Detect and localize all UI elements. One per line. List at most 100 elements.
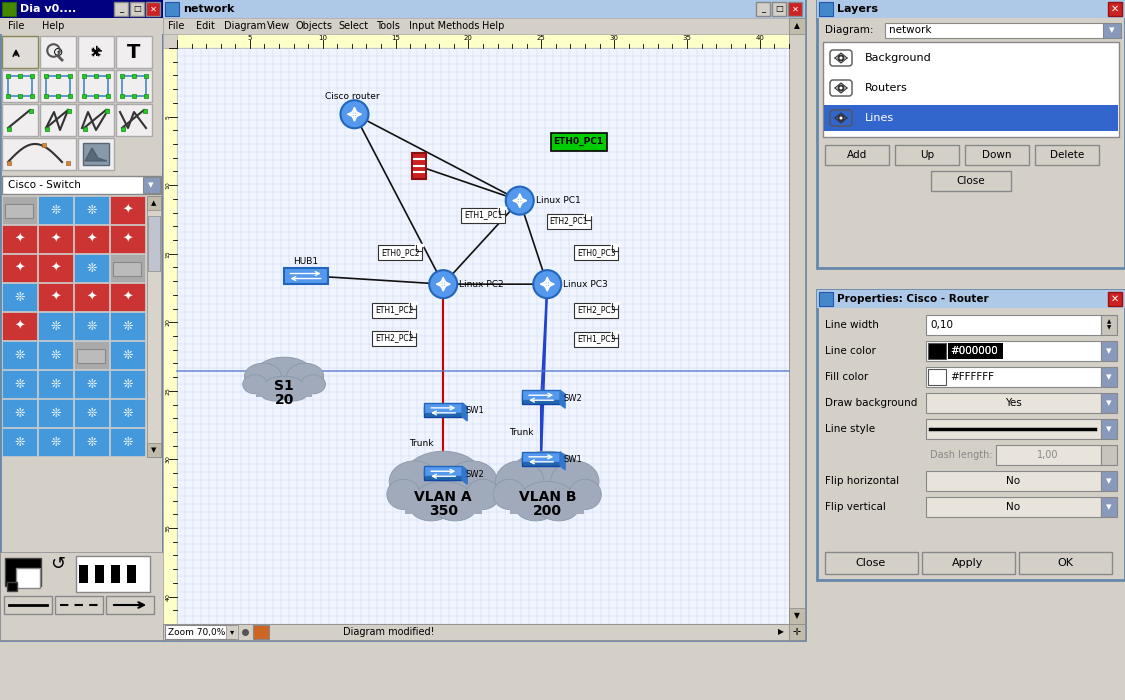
Ellipse shape	[387, 480, 421, 510]
Text: Routers: Routers	[865, 83, 908, 93]
Text: ✦: ✦	[87, 290, 97, 304]
FancyBboxPatch shape	[405, 490, 482, 514]
Text: 20: 20	[274, 393, 294, 407]
FancyBboxPatch shape	[412, 153, 425, 179]
Text: ETH1_PC1: ETH1_PC1	[464, 211, 502, 220]
FancyBboxPatch shape	[18, 74, 22, 78]
FancyBboxPatch shape	[163, 34, 177, 48]
FancyBboxPatch shape	[116, 36, 152, 68]
FancyBboxPatch shape	[522, 456, 560, 466]
FancyBboxPatch shape	[68, 109, 71, 113]
Text: File: File	[8, 21, 25, 31]
Text: ▲: ▲	[1107, 319, 1112, 325]
FancyBboxPatch shape	[74, 428, 109, 456]
Text: Select: Select	[338, 21, 368, 31]
Text: ▾: ▾	[148, 180, 154, 190]
FancyBboxPatch shape	[0, 552, 163, 640]
FancyBboxPatch shape	[4, 558, 40, 586]
Text: ✦: ✦	[51, 232, 61, 246]
Text: ❊: ❊	[51, 435, 61, 449]
FancyBboxPatch shape	[16, 568, 40, 588]
FancyBboxPatch shape	[1101, 471, 1117, 491]
FancyBboxPatch shape	[143, 177, 160, 193]
FancyBboxPatch shape	[110, 399, 145, 427]
FancyBboxPatch shape	[94, 94, 98, 98]
Text: Help: Help	[482, 21, 504, 31]
Text: VLAN A: VLAN A	[414, 489, 472, 503]
Text: HUB1: HUB1	[292, 257, 318, 266]
FancyBboxPatch shape	[163, 48, 177, 624]
FancyBboxPatch shape	[163, 0, 806, 18]
FancyBboxPatch shape	[68, 74, 72, 78]
Text: ✕: ✕	[1112, 4, 1119, 14]
Text: ▾: ▾	[1109, 25, 1115, 35]
FancyBboxPatch shape	[574, 332, 619, 347]
FancyBboxPatch shape	[163, 18, 806, 34]
FancyBboxPatch shape	[38, 370, 73, 398]
FancyBboxPatch shape	[148, 216, 160, 271]
FancyBboxPatch shape	[78, 138, 114, 170]
FancyBboxPatch shape	[40, 36, 76, 68]
FancyBboxPatch shape	[110, 225, 145, 253]
Text: Lines: Lines	[865, 113, 894, 123]
FancyBboxPatch shape	[116, 70, 152, 102]
FancyBboxPatch shape	[30, 94, 34, 98]
Text: 25: 25	[537, 35, 546, 41]
FancyBboxPatch shape	[94, 565, 104, 583]
FancyBboxPatch shape	[2, 341, 37, 369]
FancyBboxPatch shape	[94, 74, 98, 78]
FancyBboxPatch shape	[106, 74, 110, 78]
Text: ❊: ❊	[51, 204, 61, 216]
Text: ❊: ❊	[51, 349, 61, 361]
FancyBboxPatch shape	[965, 145, 1029, 165]
Text: 350: 350	[429, 503, 458, 517]
Ellipse shape	[510, 452, 585, 503]
Text: ❊: ❊	[123, 377, 133, 391]
Text: ✦: ✦	[123, 290, 133, 304]
Text: 30: 30	[165, 456, 171, 463]
FancyBboxPatch shape	[825, 145, 889, 165]
Text: Zoom 70,0%: Zoom 70,0%	[168, 627, 225, 636]
Text: ❊: ❊	[87, 204, 97, 216]
FancyBboxPatch shape	[74, 196, 109, 224]
Ellipse shape	[495, 461, 543, 502]
Ellipse shape	[515, 494, 556, 521]
Text: Help: Help	[42, 21, 64, 31]
FancyBboxPatch shape	[6, 94, 10, 98]
Text: SW1: SW1	[564, 455, 582, 464]
FancyBboxPatch shape	[40, 104, 76, 136]
FancyBboxPatch shape	[2, 370, 37, 398]
FancyBboxPatch shape	[110, 312, 145, 340]
FancyBboxPatch shape	[44, 74, 48, 78]
FancyBboxPatch shape	[819, 2, 832, 16]
FancyBboxPatch shape	[122, 127, 125, 131]
Ellipse shape	[389, 461, 440, 502]
FancyBboxPatch shape	[547, 214, 591, 229]
FancyBboxPatch shape	[79, 565, 88, 583]
FancyBboxPatch shape	[1035, 145, 1099, 165]
Circle shape	[839, 57, 843, 60]
Text: ◀: ◀	[168, 627, 174, 636]
Text: ↺: ↺	[51, 555, 65, 573]
Text: ✕: ✕	[792, 4, 799, 13]
Text: ✛: ✛	[90, 45, 102, 59]
FancyBboxPatch shape	[2, 225, 37, 253]
FancyBboxPatch shape	[2, 70, 38, 102]
FancyBboxPatch shape	[76, 556, 150, 592]
Text: ETH1_PC3: ETH1_PC3	[577, 335, 615, 344]
Text: Layers: Layers	[837, 4, 878, 14]
Text: 5: 5	[165, 115, 171, 118]
FancyBboxPatch shape	[511, 490, 584, 514]
FancyBboxPatch shape	[424, 407, 462, 417]
FancyBboxPatch shape	[817, 0, 1125, 268]
FancyBboxPatch shape	[2, 283, 37, 311]
FancyBboxPatch shape	[110, 196, 145, 224]
FancyBboxPatch shape	[82, 94, 86, 98]
FancyBboxPatch shape	[56, 74, 60, 78]
FancyBboxPatch shape	[424, 466, 462, 476]
FancyBboxPatch shape	[4, 204, 33, 218]
Polygon shape	[86, 148, 107, 161]
FancyBboxPatch shape	[819, 292, 832, 306]
Ellipse shape	[520, 482, 575, 516]
Text: ETH0_PC3: ETH0_PC3	[577, 248, 615, 257]
